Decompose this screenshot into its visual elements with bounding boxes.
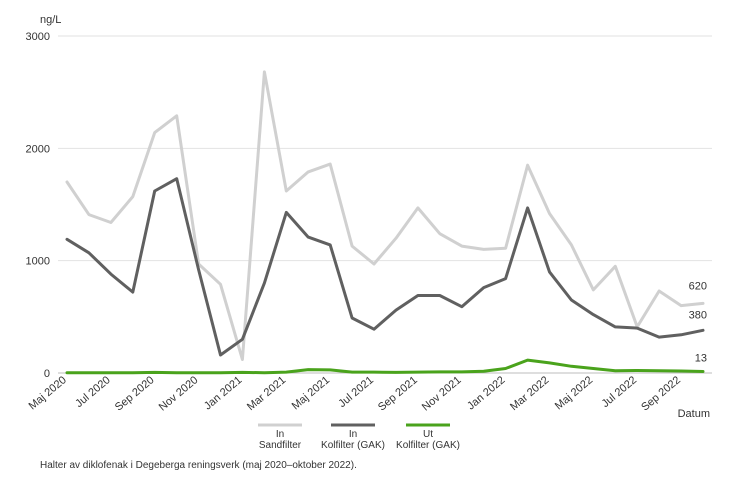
end-labels: 620 380 13 <box>689 280 707 364</box>
x-tick-label: Jul 2022 <box>600 374 640 410</box>
y-tick-label: 3000 <box>26 31 50 43</box>
x-tick-label: Mar 2022 <box>508 374 551 413</box>
end-value-label: 380 <box>689 309 707 321</box>
legend-label: Kolfilter (GAK) <box>321 440 385 451</box>
y-tick-label: 0 <box>44 368 50 380</box>
y-axis-ticks: 0 1000 2000 3000 <box>26 31 50 380</box>
x-tick-label: Jan 2022 <box>465 374 507 412</box>
legend-label: In <box>276 429 284 440</box>
x-tick-label: Mar 2021 <box>245 374 288 413</box>
x-tick-label: Maj 2022 <box>553 374 595 412</box>
end-value-label: 13 <box>695 353 707 365</box>
end-value-label: 620 <box>689 280 707 292</box>
x-tick-label: Nov 2020 <box>157 374 201 413</box>
x-tick-label: Jan 2021 <box>202 374 244 412</box>
legend-label: Ut <box>423 429 433 440</box>
legend-label: In <box>349 429 357 440</box>
legend-label: Sandfilter <box>259 440 302 451</box>
x-tick-label: Nov 2021 <box>420 374 464 413</box>
x-axis-label: Datum <box>678 408 710 420</box>
unit-label: ng/L <box>40 14 61 26</box>
chart-caption: Halter av diklofenak i Degeberga renings… <box>40 460 357 471</box>
legend-label: Kolfilter (GAK) <box>396 440 460 451</box>
x-axis-ticks: Maj 2020 Jul 2020 Sep 2020 Nov 2020 Jan 2021… <box>27 374 683 413</box>
y-tick-label: 1000 <box>26 256 50 268</box>
gridlines <box>58 35 712 374</box>
x-tick-label: Sep 2020 <box>113 374 157 413</box>
series-lines <box>65 70 705 375</box>
x-tick-label: Maj 2021 <box>290 374 332 412</box>
x-tick-label: Sep 2021 <box>376 374 420 413</box>
y-tick-label: 2000 <box>26 143 50 155</box>
x-tick-label: Jul 2021 <box>336 374 376 410</box>
series-line <box>65 177 705 357</box>
series-line <box>65 358 705 375</box>
series-line <box>65 70 705 361</box>
x-tick-label: Jul 2020 <box>73 374 113 410</box>
x-tick-label: Sep 2022 <box>639 374 683 413</box>
